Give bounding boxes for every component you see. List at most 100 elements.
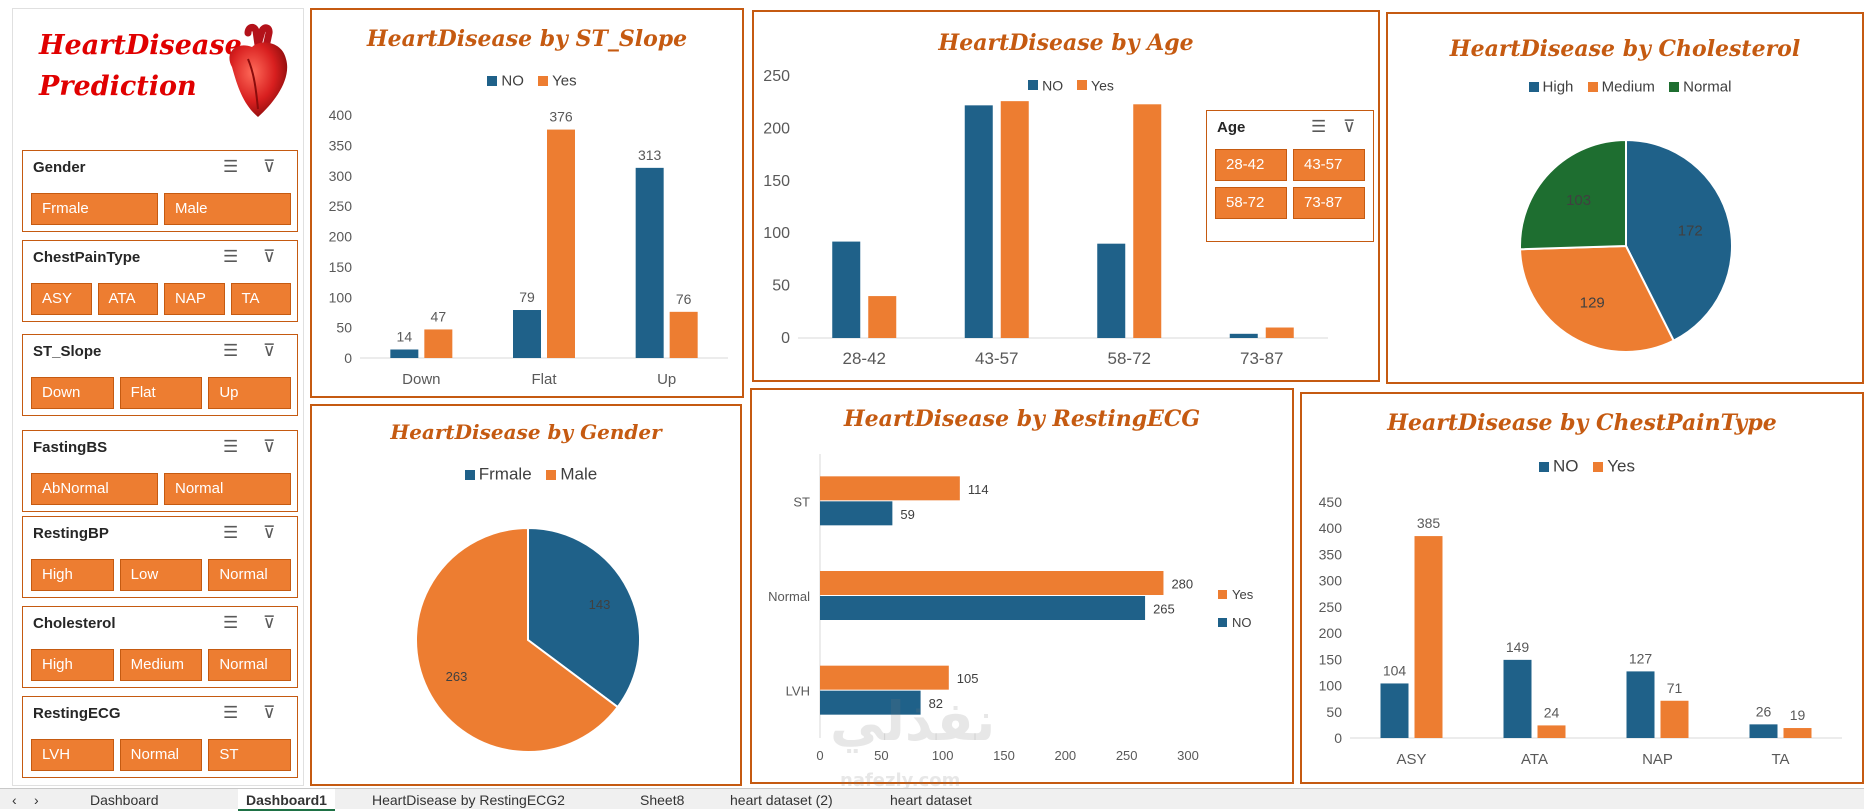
multi-select-icon[interactable]: ☰ — [223, 247, 239, 266]
clear-filter-icon[interactable]: ⊽ — [263, 437, 276, 456]
multi-select-icon[interactable]: ☰ — [223, 437, 239, 456]
slicer-title: ChestPainType — [33, 249, 141, 266]
data-label: 26 — [1756, 703, 1772, 719]
sheet-tab-dashboard[interactable]: Dashboard — [90, 792, 159, 808]
bar-no-normal — [820, 596, 1146, 620]
slicer-item-normal[interactable]: Normal — [208, 649, 291, 681]
tab-scroll-left-icon[interactable]: ‹ — [12, 792, 17, 808]
slicer-cholesterol: Cholesterol ☰ ⊽ High Medium Normal — [22, 606, 298, 688]
gender-pie: 143 263 — [415, 526, 641, 753]
clear-filter-icon[interactable]: ⊽ — [263, 523, 276, 542]
age-slicer-item-73-87[interactable]: 73-87 — [1293, 187, 1365, 219]
x-tick-label: 43-57 — [975, 349, 1018, 368]
slicer-chestpaintype: ChestPainType ☰ ⊽ ASY ATA NAP TA — [22, 240, 298, 322]
age-slicer-item-43-57[interactable]: 43-57 — [1293, 149, 1365, 181]
legend-swatch-yes — [538, 76, 549, 87]
x-tick-label: Down — [402, 371, 440, 388]
x-tick-label: Flat — [531, 371, 557, 388]
data-label: 71 — [1667, 680, 1683, 696]
legend-swatch-female — [464, 469, 475, 480]
sheet-tab-heart-dataset-2[interactable]: heart dataset (2) — [730, 792, 833, 808]
slicer-item-asy[interactable]: ASY — [31, 283, 92, 315]
chart-gender: HeartDisease by Gender Frmale Male 143 26… — [310, 404, 742, 786]
tab-scroll-right-icon[interactable]: › — [34, 792, 39, 808]
multi-select-icon[interactable]: ☰ — [223, 523, 239, 542]
clear-filter-icon[interactable]: ⊽ — [263, 247, 276, 266]
y-tick-label: 350 — [1319, 546, 1343, 562]
slicer-item-low[interactable]: Low — [119, 559, 203, 591]
y-tick-label: 150 — [1319, 651, 1343, 667]
slicer-item-flat[interactable]: Flat — [119, 377, 203, 409]
watermark-latin: nafezly.com — [840, 770, 961, 791]
multi-select-icon[interactable]: ☰ — [223, 613, 239, 632]
multi-select-icon[interactable]: ☰ — [223, 703, 239, 722]
x-tick-label: 300 — [1177, 748, 1199, 763]
age-slicer-title: Age — [1217, 119, 1246, 136]
chart-legend: NO Yes — [1302, 456, 1862, 477]
y-tick-label: 100 — [329, 289, 353, 305]
pie-slice-frmale — [527, 526, 641, 709]
slicer-title: RestingECG — [33, 705, 121, 722]
age-slicer-item-28-42[interactable]: 28-42 — [1215, 149, 1287, 181]
bar-yes-st — [820, 476, 960, 501]
slicer-item-high[interactable]: High — [31, 649, 114, 681]
multi-select-icon[interactable]: ☰ — [223, 157, 239, 176]
chart-st-slope: HeartDisease by ST_Slope NO Yes 0 50 100 15… — [310, 8, 744, 398]
slicer-item-down[interactable]: Down — [31, 377, 114, 409]
sheet-tab-heart-dataset[interactable]: heart dataset — [890, 792, 972, 808]
legend-label-yes: Yes — [1232, 587, 1254, 602]
slicer-item-high[interactable]: High — [31, 559, 114, 591]
legend-swatch-medium — [1587, 82, 1598, 93]
chart-legend: NO Yes — [312, 72, 742, 90]
y-tick-label: 50 — [336, 320, 352, 336]
chart-legend: Frmale Male — [312, 464, 740, 485]
y-tick-label: 350 — [329, 137, 353, 153]
slicer-item-ata[interactable]: ATA — [97, 283, 158, 315]
slicer-item-lvh[interactable]: LVH — [31, 739, 114, 771]
clear-filter-icon[interactable]: ⊽ — [263, 613, 276, 632]
bar-yes-asy — [1414, 536, 1443, 738]
sheet-tab-sheet8[interactable]: Sheet8 — [640, 792, 685, 808]
chart-age: HeartDisease by Age NO Yes 0 50 100 150 200 2… — [752, 10, 1380, 382]
pie-slice-male — [415, 526, 620, 753]
age-plot: 0 50 100 150 200 250 28-42 43-57 58-72 73-87 — [763, 68, 1328, 368]
multi-select-icon[interactable]: ☰ — [1311, 117, 1327, 136]
clear-filter-icon[interactable]: ⊽ — [263, 157, 276, 176]
legend-swatch-no — [1218, 618, 1227, 627]
clear-filter-icon[interactable]: ⊽ — [263, 341, 276, 360]
slicer-title: Cholesterol — [33, 615, 116, 632]
clear-filter-icon[interactable]: ⊽ — [1343, 117, 1356, 136]
legend-swatch-male — [546, 469, 557, 480]
age-slicer-item-58-72[interactable]: 58-72 — [1215, 187, 1287, 219]
bar-yes-58-72 — [1133, 104, 1162, 339]
bar-yes-down — [424, 329, 453, 358]
bar-no-nap — [1626, 671, 1655, 738]
slicer-item-normal[interactable]: Normal — [208, 559, 291, 591]
sheet-tab-restingecg2[interactable]: HeartDisease by RestingECG2 — [372, 792, 565, 808]
y-tick-label: 50 — [1326, 704, 1342, 720]
slicer-item-medium[interactable]: Medium — [119, 649, 203, 681]
resting-ecg-plot: 0 50 100 150 200 250 300 105 82 LVH 280 265 Normal 11… — [768, 454, 1254, 763]
bar-yes-nap — [1660, 700, 1689, 738]
legend-swatch-high — [1528, 82, 1539, 93]
slicer-item-male[interactable]: Male — [164, 193, 291, 225]
y-tick-label: 100 — [1319, 678, 1343, 694]
bar-yes-28-42 — [868, 296, 897, 338]
bar-no-43-57 — [964, 105, 993, 339]
slicer-item-st[interactable]: ST — [208, 739, 291, 771]
slicer-item-abnormal[interactable]: AbNormal — [31, 473, 158, 505]
data-label: 104 — [1383, 662, 1407, 678]
slicer-item-normal[interactable]: Normal — [119, 739, 203, 771]
slicer-item-nap[interactable]: NAP — [164, 283, 225, 315]
slicer-item-ta[interactable]: TA — [230, 283, 291, 315]
data-label: 59 — [900, 507, 914, 522]
slicer-item-up[interactable]: Up — [208, 377, 291, 409]
slicer-st_slope: ST_Slope ☰ ⊽ Down Flat Up — [22, 334, 298, 416]
multi-select-icon[interactable]: ☰ — [223, 341, 239, 360]
clear-filter-icon[interactable]: ⊽ — [263, 703, 276, 722]
x-tick-label: NAP — [1642, 751, 1673, 768]
bar-no-73-87 — [1229, 333, 1258, 338]
slicer-item-normal[interactable]: Normal — [164, 473, 291, 505]
data-label: 47 — [431, 308, 447, 324]
slicer-item-frmale[interactable]: Frmale — [31, 193, 158, 225]
